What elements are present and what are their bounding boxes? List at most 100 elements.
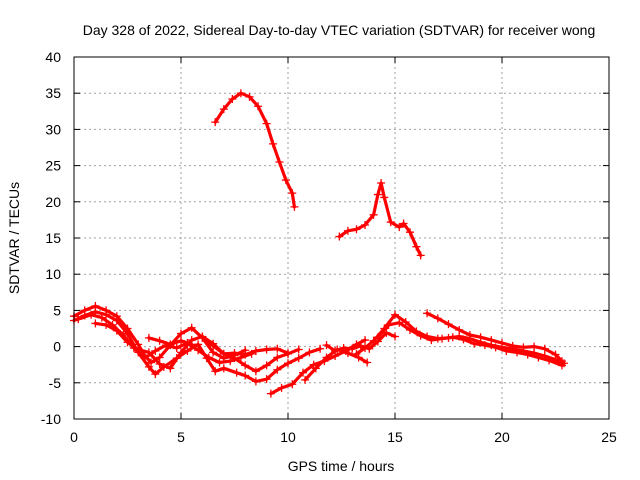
data-point <box>266 389 275 398</box>
data-point <box>470 339 479 348</box>
y-tick-label: 5 <box>53 302 61 318</box>
data-point <box>166 364 175 373</box>
data-point <box>102 320 111 329</box>
data-point <box>209 341 218 350</box>
data-point <box>147 358 156 367</box>
data-point <box>144 362 153 371</box>
x-tick-label: 10 <box>280 429 296 445</box>
data-point <box>391 332 399 341</box>
data-point <box>545 356 554 365</box>
data-point <box>361 336 370 345</box>
data-point <box>459 335 468 344</box>
data-point <box>87 310 96 319</box>
data-point <box>269 139 278 148</box>
data-point <box>273 344 282 353</box>
data-point <box>361 220 370 229</box>
data-point <box>102 310 111 319</box>
data-point <box>373 190 382 199</box>
data-point <box>373 337 382 346</box>
series-arc-10 <box>423 309 566 366</box>
data-point <box>151 370 160 379</box>
data-point <box>405 325 414 334</box>
data-point <box>288 380 297 389</box>
data-point <box>395 318 404 327</box>
data-point <box>534 353 543 362</box>
data-point <box>476 333 485 342</box>
data-point <box>183 346 192 355</box>
data-point <box>262 345 271 354</box>
data-point <box>311 364 320 373</box>
data-point <box>433 314 442 323</box>
data-point <box>144 348 153 357</box>
data-point <box>204 353 213 362</box>
chart-title: Day 328 of 2022, Sidereal Day-to-day VTE… <box>83 22 596 38</box>
data-point <box>551 350 560 359</box>
data-point <box>151 346 160 355</box>
data-point <box>335 232 344 241</box>
data-point <box>356 341 365 350</box>
data-point <box>245 92 254 101</box>
data-point <box>391 310 399 319</box>
data-point <box>519 343 528 352</box>
y-tick-label: 35 <box>45 85 61 101</box>
grid-lines <box>74 57 609 419</box>
x-tick-label: 0 <box>70 429 78 445</box>
data-point <box>284 359 292 368</box>
data-point <box>112 326 121 335</box>
y-tick-label: 10 <box>45 266 61 282</box>
data-point <box>401 317 410 326</box>
data-point <box>416 331 425 340</box>
data-point <box>448 333 457 342</box>
data-point <box>444 320 453 329</box>
data-point <box>384 320 393 329</box>
axis-ticks: 0 5 10 15 20 25 -10 -5 0 5 10 15 20 25 30 35 40 <box>41 49 617 445</box>
series-arc-13 <box>198 333 292 359</box>
data-point <box>423 309 432 318</box>
data-point <box>177 329 185 338</box>
data-point <box>377 178 386 187</box>
data-point <box>369 210 378 219</box>
data-point <box>198 333 207 342</box>
y-axis-label: SDTVAR / TECUs <box>6 182 22 294</box>
data-point <box>251 367 260 376</box>
data-point <box>262 361 271 370</box>
data-point <box>74 315 83 324</box>
data-point <box>281 176 290 185</box>
data-point <box>273 365 282 374</box>
data-point <box>343 226 352 235</box>
data-point <box>262 119 271 128</box>
series-arc-4 <box>91 319 303 376</box>
y-tick-label: 0 <box>53 339 61 355</box>
data-point <box>251 346 260 355</box>
data-point <box>438 334 447 343</box>
series-arc-5 <box>144 333 196 349</box>
data-point <box>322 353 331 362</box>
data-point <box>294 345 303 354</box>
data-point <box>226 357 235 366</box>
series-arc-9 <box>373 318 566 370</box>
data-point <box>172 344 181 353</box>
data-point <box>123 338 132 347</box>
data-point <box>211 367 220 376</box>
data-point <box>91 319 100 328</box>
y-tick-label: -10 <box>41 411 61 427</box>
data-point <box>254 102 263 111</box>
data-point <box>228 94 237 103</box>
data-point <box>412 242 421 251</box>
data-point <box>232 368 241 377</box>
data-point <box>262 375 271 384</box>
data-point <box>498 338 506 347</box>
data-point <box>487 336 496 345</box>
data-series <box>70 89 569 398</box>
data-point <box>465 331 474 340</box>
data-point <box>219 105 228 114</box>
data-point <box>219 349 228 358</box>
y-tick-label: 25 <box>45 158 61 174</box>
data-point <box>508 341 517 350</box>
data-point <box>352 349 361 358</box>
data-point <box>331 346 340 355</box>
data-point <box>405 228 414 237</box>
data-point <box>219 364 228 373</box>
data-point <box>215 358 224 367</box>
